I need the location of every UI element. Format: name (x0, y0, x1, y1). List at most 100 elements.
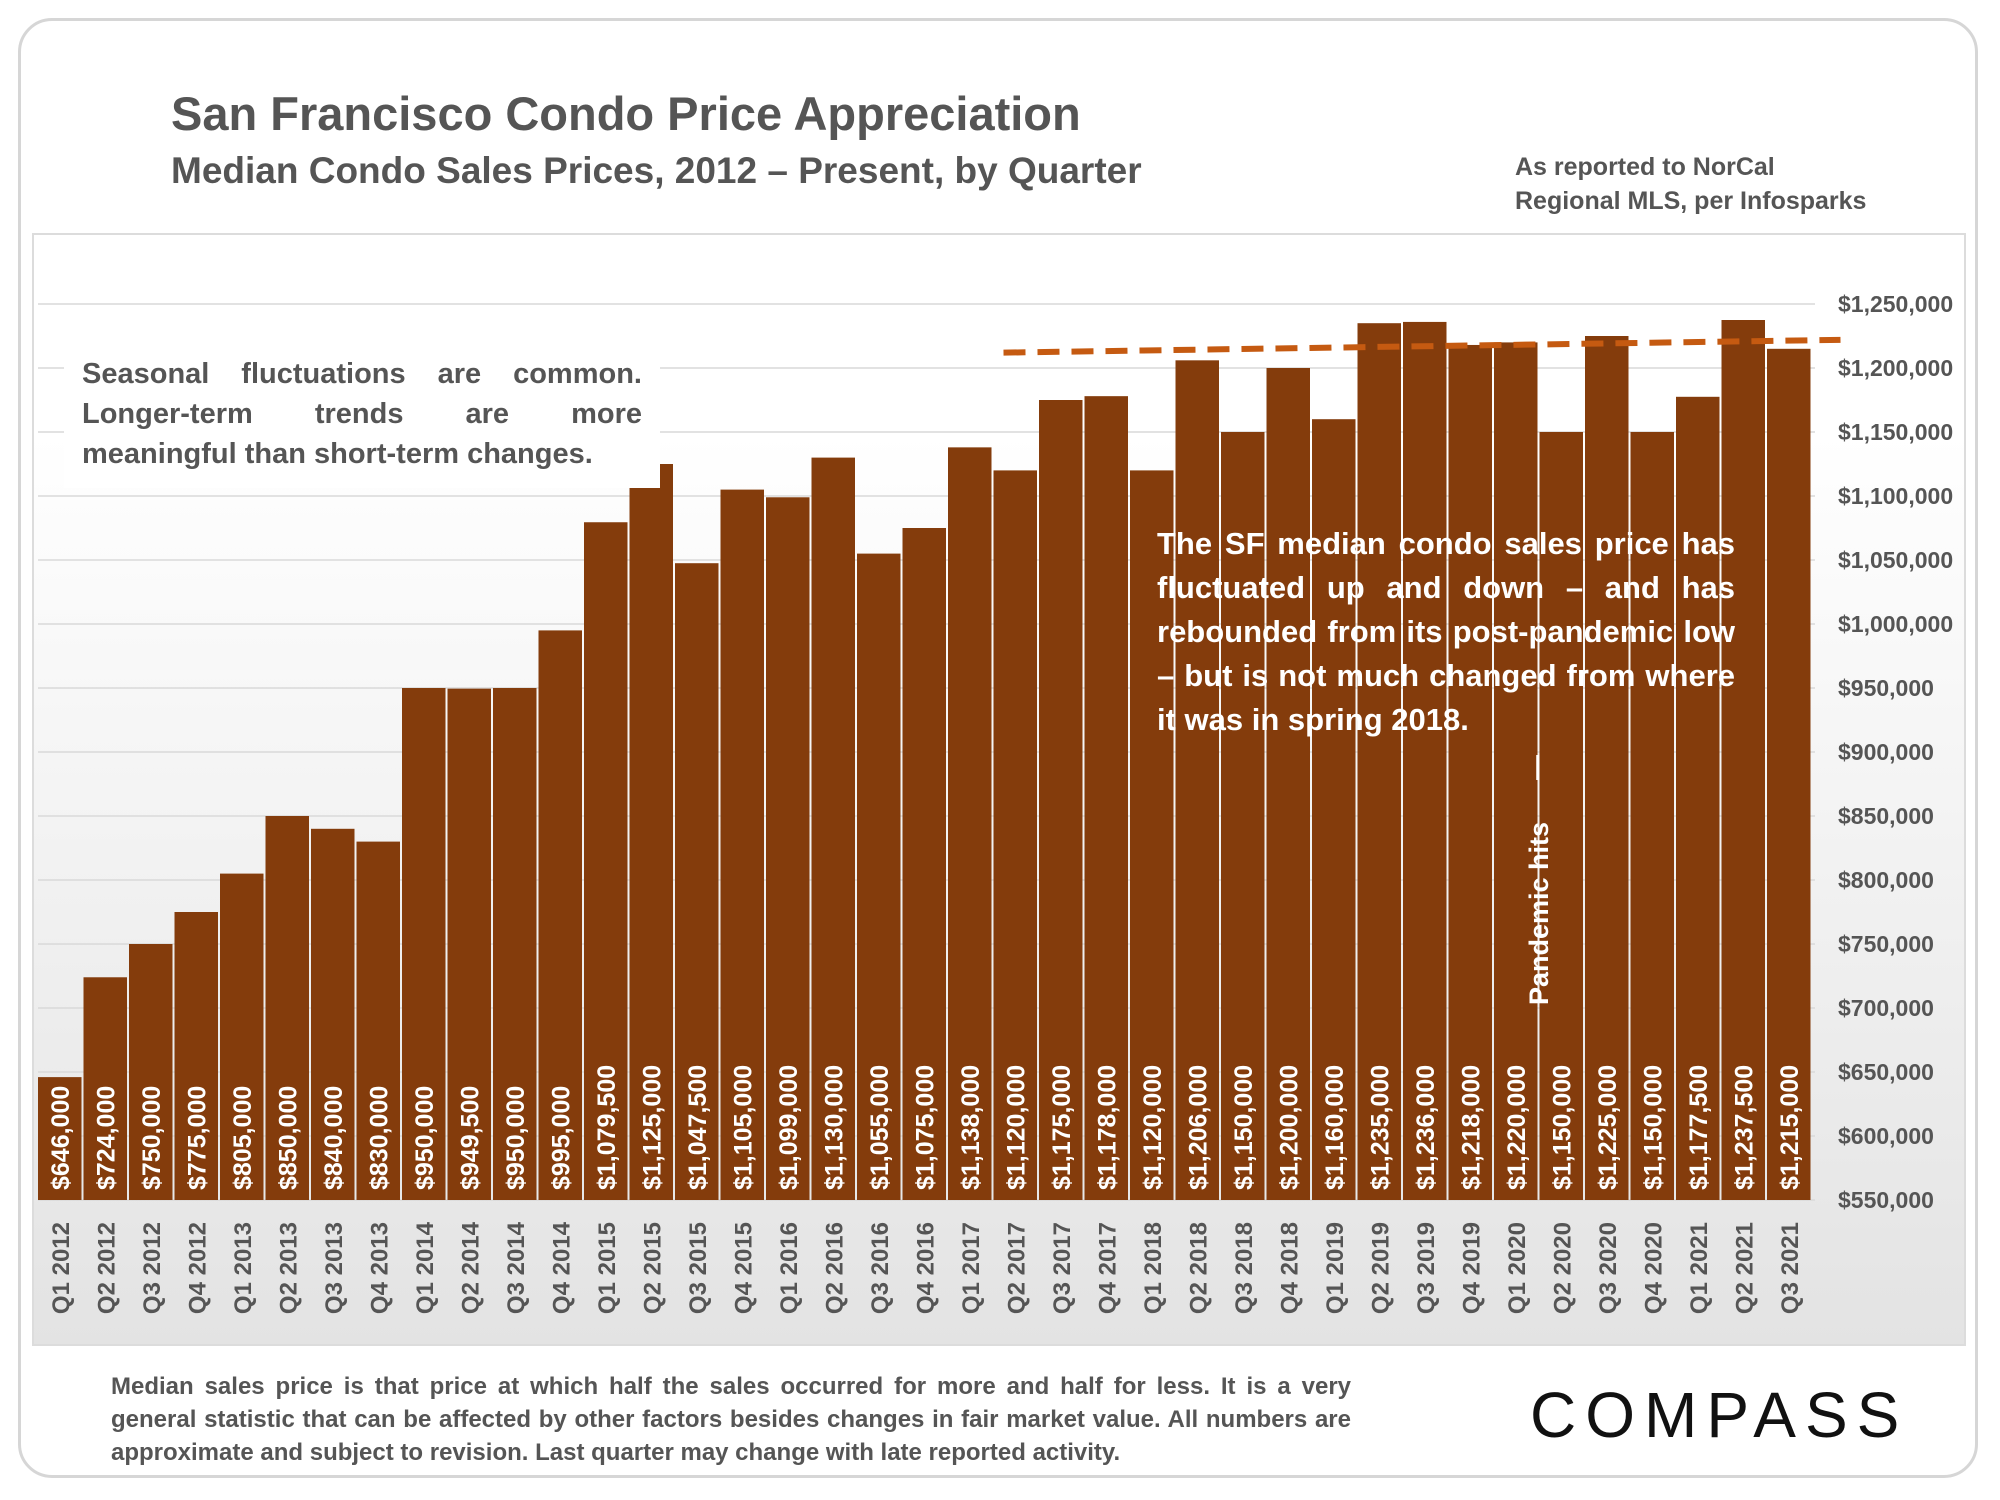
data-label: $1,175,000 (1048, 1065, 1076, 1190)
bar (948, 447, 992, 1200)
bar (447, 688, 491, 1200)
bar (83, 977, 127, 1200)
trend-note: The SF median condo sales price has fluc… (1157, 526, 1735, 737)
bar (1676, 396, 1720, 1200)
x-tick-label: Q3 2012 (139, 1222, 166, 1314)
y-tick-label: $1,050,000 (1838, 547, 1953, 573)
data-label: $1,047,500 (684, 1065, 712, 1190)
bar (1585, 336, 1629, 1200)
data-label: $1,218,000 (1457, 1065, 1485, 1190)
bar (766, 497, 810, 1200)
x-tick-label: Q1 2020 (1504, 1222, 1531, 1314)
data-label: $949,500 (456, 1086, 484, 1190)
bar (174, 912, 218, 1200)
data-label: $724,000 (92, 1086, 120, 1190)
bar (720, 489, 764, 1201)
data-label: $1,099,000 (775, 1065, 803, 1190)
y-tick-label: $1,000,000 (1838, 611, 1953, 637)
data-label: $950,000 (502, 1086, 530, 1190)
source-line-2: Regional MLS, per Infosparks (1515, 187, 1867, 215)
data-label: $1,150,000 (1230, 1065, 1258, 1190)
bar (402, 688, 446, 1200)
x-tick-label: Q1 2014 (412, 1221, 439, 1314)
data-label: $1,200,000 (1275, 1065, 1303, 1190)
bar (1767, 348, 1811, 1200)
source-line-1: As reported to NorCal (1515, 153, 1775, 181)
data-label: $950,000 (411, 1086, 439, 1190)
bar (1084, 396, 1128, 1200)
x-tick-label: Q3 2020 (1595, 1222, 1622, 1314)
y-tick-label: $950,000 (1838, 675, 1934, 701)
data-label: $646,000 (47, 1086, 75, 1190)
y-tick-label: $700,000 (1838, 995, 1934, 1021)
data-label: $1,235,000 (1366, 1065, 1394, 1190)
bar (811, 457, 855, 1201)
x-tick-label: Q3 2016 (867, 1222, 894, 1314)
data-label: $1,225,000 (1594, 1065, 1622, 1190)
x-tick-label: Q4 2019 (1458, 1222, 1485, 1314)
x-tick-label: Q1 2018 (1140, 1222, 1167, 1314)
bar (1221, 432, 1265, 1200)
x-tick-label: Q4 2020 (1640, 1222, 1667, 1314)
data-label: $1,055,000 (866, 1065, 894, 1190)
bar (629, 464, 673, 1200)
x-tick-label: Q2 2016 (821, 1222, 848, 1314)
y-tick-label: $900,000 (1838, 739, 1934, 765)
bar (675, 563, 719, 1200)
x-tick-label: Q1 2013 (230, 1222, 257, 1314)
x-tick-label: Q2 2021 (1731, 1222, 1758, 1314)
data-label: $995,000 (547, 1086, 575, 1190)
x-tick-label: Q2 2013 (275, 1222, 302, 1314)
bar (1630, 432, 1674, 1200)
data-label: $840,000 (320, 1086, 348, 1190)
bar (1175, 360, 1219, 1200)
chart-subtitle: Median Condo Sales Prices, 2012 – Presen… (171, 150, 1142, 191)
data-label: $1,120,000 (1139, 1065, 1167, 1190)
bar (584, 522, 628, 1200)
bar (493, 688, 537, 1200)
data-label: $1,220,000 (1503, 1065, 1531, 1190)
x-tick-label: Q4 2015 (730, 1222, 757, 1314)
x-tick-label: Q4 2014 (548, 1221, 575, 1314)
x-tick-label: Q2 2018 (1185, 1222, 1212, 1314)
trend-line (1003, 336, 1841, 356)
footnote: Median sales price is that price at whic… (111, 1373, 1351, 1466)
x-tick-label: Q2 2019 (1367, 1222, 1394, 1314)
y-tick-label: $1,250,000 (1838, 291, 1953, 317)
x-tick-label: Q3 2021 (1777, 1222, 1804, 1314)
y-tick-label: $1,150,000 (1838, 419, 1953, 445)
x-tick-label: Q3 2019 (1413, 1222, 1440, 1314)
bar (993, 470, 1037, 1200)
data-label: $1,138,000 (957, 1065, 985, 1190)
bar (220, 873, 264, 1200)
x-tick-label: Q1 2012 (48, 1222, 75, 1314)
data-label: $1,178,000 (1093, 1065, 1121, 1190)
bar (1403, 321, 1447, 1200)
bar (1721, 320, 1765, 1200)
x-tick-label: Q2 2015 (639, 1222, 666, 1314)
bar (1130, 470, 1174, 1200)
bar (356, 841, 400, 1200)
x-tick-label: Q4 2017 (1094, 1222, 1121, 1314)
bar (857, 553, 901, 1200)
chart-title: San Francisco Condo Price Appreciation (171, 87, 1081, 140)
data-label: $1,236,000 (1412, 1065, 1440, 1190)
pandemic-label: Pandemic hits (1524, 822, 1554, 1005)
seasonal-note: Seasonal fluctuations are common. Longer… (64, 340, 660, 488)
data-label: $1,160,000 (1321, 1065, 1349, 1190)
data-label: $775,000 (183, 1086, 211, 1190)
y-tick-label: $1,100,000 (1838, 483, 1953, 509)
bar (1539, 432, 1583, 1200)
bar (311, 828, 355, 1200)
data-label: $1,125,000 (638, 1065, 666, 1190)
data-label: $750,000 (138, 1086, 166, 1190)
x-tick-label: Q3 2014 (503, 1221, 530, 1314)
x-tick-label: Q1 2017 (958, 1222, 985, 1314)
x-tick-label: Q4 2012 (184, 1222, 211, 1314)
bar (265, 816, 309, 1200)
y-tick-label: $850,000 (1838, 803, 1934, 829)
x-tick-label: Q2 2014 (457, 1221, 484, 1314)
bar (1448, 344, 1492, 1201)
x-tick-label: Q1 2019 (1322, 1222, 1349, 1314)
data-label: $1,237,500 (1730, 1065, 1758, 1190)
